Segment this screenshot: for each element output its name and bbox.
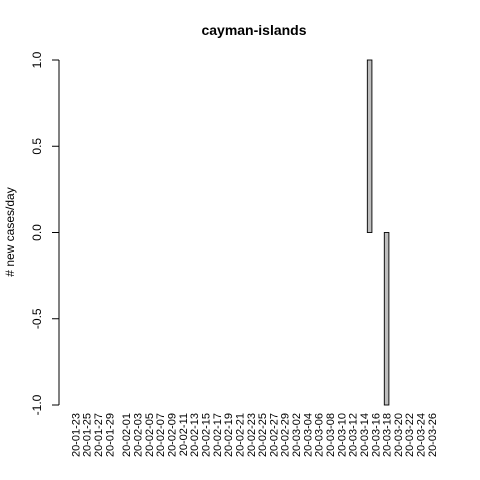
x-tick-label: 20-03-14	[359, 413, 371, 457]
x-tick-label: 20-02-23	[246, 413, 258, 457]
x-tick-label: 20-02-17	[212, 413, 224, 457]
y-tick-label: 0.5	[30, 138, 44, 155]
x-tick-label: 20-02-19	[223, 413, 235, 457]
x-tick-label: 20-02-15	[200, 413, 212, 457]
x-tick-label: 20-03-20	[393, 413, 405, 457]
y-tick-label: -0.5	[30, 308, 44, 329]
x-tick-label: 20-02-07	[155, 413, 167, 457]
x-tick-label: 20-03-04	[302, 413, 314, 457]
x-tick-label: 20-02-11	[178, 413, 190, 456]
x-tick-label: 20-02-09	[167, 413, 179, 457]
bars	[366, 59, 390, 406]
x-tick-label: 20-02-13	[189, 413, 201, 457]
x-tick-label: 20-01-27	[93, 413, 105, 457]
y-tick-label: 1.0	[30, 51, 44, 68]
x-tick-label: 20-02-27	[268, 413, 280, 457]
x-tick-label: 20-03-10	[336, 413, 348, 457]
x-tick-label: 20-03-16	[370, 413, 382, 457]
x-tick-label: 20-03-22	[404, 413, 416, 457]
x-tick-label: 20-02-25	[257, 413, 269, 457]
y-axis-label: # new cases/day	[3, 187, 17, 276]
x-tick-label: 20-02-03	[133, 413, 145, 457]
bar	[383, 232, 390, 406]
x-tick-label: 20-03-12	[348, 413, 360, 457]
x-tick-label: 20-02-21	[234, 413, 246, 457]
x-axis: 20-01-23 20-01-25 20-01-27 20-01-29 20-02-01…	[70, 413, 439, 457]
x-tick-label: 20-03-02	[291, 413, 303, 457]
x-tick-label: 20-03-06	[314, 413, 326, 457]
x-tick-label: 20-01-25	[82, 413, 94, 457]
x-tick-label: 20-02-01	[121, 413, 133, 457]
y-tick-label: -1.0	[30, 394, 44, 415]
chart-title: cayman-islands	[201, 22, 306, 38]
x-tick-label: 20-01-23	[70, 413, 82, 457]
x-tick-label: 20-03-18	[382, 413, 394, 457]
y-tick-label: 0.0	[30, 224, 44, 241]
bar	[366, 59, 373, 233]
x-tick-label: 20-01-29	[104, 413, 116, 457]
x-tick-label: 20-02-05	[144, 413, 156, 457]
x-tick-label: 20-02-29	[280, 413, 292, 457]
y-axis: -1.0 -0.5 0.0 0.5 1.0	[30, 51, 60, 415]
x-tick-label: 20-03-08	[325, 413, 337, 457]
x-tick-label: 20-03-24	[416, 413, 428, 457]
x-tick-label: 20-03-26	[427, 413, 439, 457]
